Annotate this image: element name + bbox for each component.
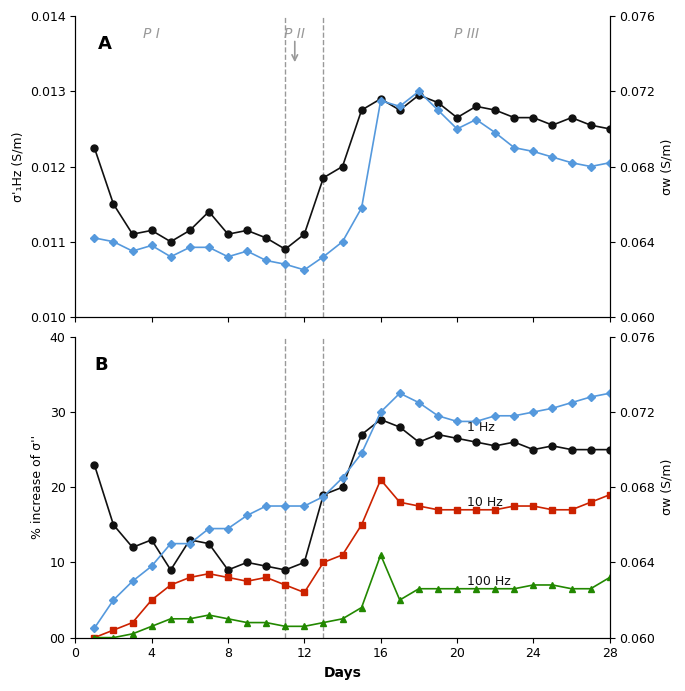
Y-axis label: σw (S/m): σw (S/m) xyxy=(661,459,674,515)
Text: P II: P II xyxy=(284,28,306,41)
Text: A: A xyxy=(98,35,112,53)
Text: B: B xyxy=(95,356,108,374)
Text: 100 Hz: 100 Hz xyxy=(466,575,510,588)
Y-axis label: σw (S/m): σw (S/m) xyxy=(661,138,674,195)
Text: 1 Hz: 1 Hz xyxy=(466,421,495,433)
X-axis label: Days: Days xyxy=(323,666,362,680)
Y-axis label: % increase of σ'': % increase of σ'' xyxy=(31,435,44,539)
Y-axis label: σ'₁Hz (S/m): σ'₁Hz (S/m) xyxy=(11,131,24,202)
Text: 10 Hz: 10 Hz xyxy=(466,495,502,509)
Text: P III: P III xyxy=(454,28,479,41)
Text: P I: P I xyxy=(143,28,160,41)
